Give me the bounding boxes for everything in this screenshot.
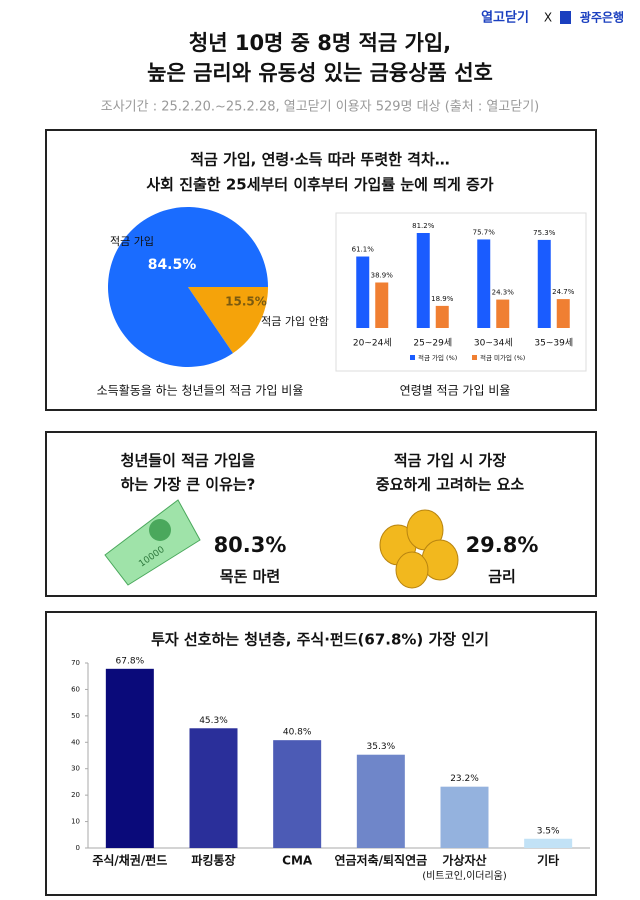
bank-logo (560, 11, 571, 24)
title: 높은 금리와 유동성 있는 금융상품 선호 (147, 61, 493, 85)
slice-label: 적금 가입 안함 (261, 315, 329, 328)
bar (105, 668, 154, 848)
bar (416, 233, 430, 328)
bar (189, 728, 238, 848)
panel (45, 431, 597, 597)
x-tick-label: 파킹통장 (191, 853, 235, 868)
panel (45, 611, 597, 896)
legend-swatch (410, 355, 415, 360)
y-tick-label: 50 (71, 712, 80, 720)
banknote-icon: 10000 (104, 499, 201, 586)
value-label: 23.2% (450, 774, 479, 784)
value-label: 35.3% (367, 742, 396, 752)
y-tick-label: 40 (71, 738, 80, 746)
x-tick-label: 35~39세 (534, 338, 573, 349)
value-label: 24.7% (552, 288, 575, 296)
question: 청년들이 적금 가입을 (121, 452, 256, 470)
bar (496, 299, 510, 328)
value-label: 61.1% (352, 246, 375, 254)
legend-swatch (472, 355, 477, 360)
question: 적금 가입 시 가장 (394, 452, 506, 470)
bar (556, 299, 570, 328)
brand: 광주은행 (580, 10, 624, 25)
x-tick-label: 가상자산 (442, 853, 486, 868)
x-tick-label: CMA (282, 854, 313, 868)
slice-value: 15.5% (225, 295, 267, 309)
value-label: 67.8% (116, 656, 145, 666)
x-tick-label: 연금저축/퇴직연금 (334, 853, 427, 868)
title: 청년 10명 중 8명 적금 가입, (189, 31, 451, 55)
brand-separator: X (544, 11, 552, 25)
survey-info: 조사기간 : 25.2.20.~25.2.28, 열고닫기 이용자 529명 대… (101, 100, 540, 115)
value-label: 3.5% (537, 826, 560, 836)
stat: 29.8% (466, 533, 539, 557)
chart-title: 투자 선호하는 청년층, 주식·펀드(67.8%) 가장 인기 (151, 631, 489, 649)
x-tick-note: (비트코인,이더리움) (422, 870, 507, 882)
value-label: 45.3% (199, 716, 228, 726)
y-tick-label: 20 (71, 791, 80, 799)
bar (477, 239, 491, 328)
slice-label: 적금 가입 (110, 235, 154, 248)
coins-icon (379, 509, 459, 589)
legend-label: 적금 미가입 (%) (480, 353, 525, 362)
legend-label: 적금 가입 (%) (418, 353, 457, 362)
bar (375, 282, 389, 328)
bar (356, 754, 405, 848)
question: 하는 가장 큰 이유는? (121, 476, 256, 494)
value-label: 81.2% (412, 222, 435, 230)
x-tick-label: 20~24세 (353, 338, 392, 349)
panel-title: 적금 가입, 연령·소득 따라 뚜렷한 격차… (190, 151, 450, 169)
answer: 금리 (488, 568, 516, 586)
brand: 열고닫기 (481, 10, 529, 26)
y-tick-label: 10 (71, 818, 80, 826)
chart-caption: 연령별 적금 가입 비율 (400, 384, 511, 398)
y-tick-label: 0 (76, 844, 80, 852)
chart-caption: 소득활동을 하는 청년들의 적금 가입 비율 (97, 384, 304, 398)
stat: 80.3% (214, 533, 287, 557)
value-label: 40.8% (283, 728, 312, 738)
bar (356, 256, 370, 328)
pie-slice (108, 207, 268, 367)
panel (45, 129, 597, 411)
x-tick-label: 25~29세 (413, 338, 452, 349)
x-tick-label: 기타 (537, 853, 559, 868)
bar (524, 838, 573, 848)
value-label: 75.3% (533, 229, 556, 237)
value-label: 24.3% (492, 289, 515, 297)
slice-value: 84.5% (148, 257, 197, 273)
bar (440, 786, 489, 848)
value-label: 38.9% (371, 271, 394, 279)
bar (435, 305, 449, 328)
pie-slice (188, 287, 268, 354)
x-tick-label: 30~34세 (474, 338, 513, 349)
question: 중요하게 고려하는 요소 (376, 476, 525, 494)
value-label: 18.9% (431, 295, 454, 303)
y-tick-label: 60 (71, 685, 80, 693)
bar (537, 239, 551, 328)
panel-title: 사회 진출한 25세부터 이후부터 가입률 눈에 띄게 증가 (146, 176, 493, 194)
y-tick-label: 30 (71, 765, 80, 773)
x-tick-label: 주식/채권/펀드 (92, 853, 167, 868)
bar (273, 740, 322, 848)
answer: 목돈 마련 (220, 568, 280, 586)
value-label: 75.7% (473, 228, 496, 236)
y-tick-label: 70 (71, 659, 80, 667)
